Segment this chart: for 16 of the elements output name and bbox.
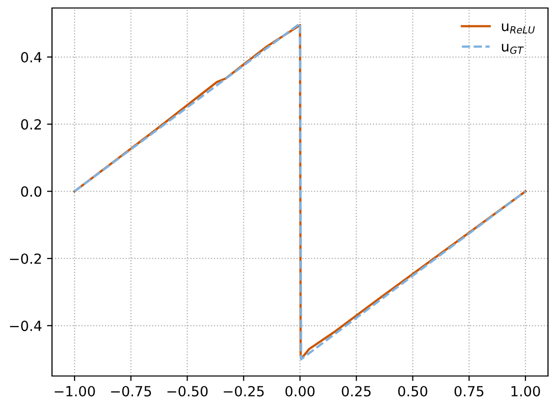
x-tick-label: −0.25	[224, 386, 264, 396]
x-tick-label: 0.25	[342, 386, 371, 396]
x-tick-label: −0.50	[167, 386, 208, 396]
x-tick-label: 0.75	[454, 386, 484, 396]
legend-label: u$_{GT}$	[502, 44, 524, 54]
x-tick-label: 0.00	[285, 386, 315, 396]
y-tick-label: −0.2	[10, 253, 41, 264]
x-tick-label: −0.75	[111, 386, 151, 396]
y-tick-label: 0.4	[21, 52, 42, 62]
y-tick-label: 0.2	[21, 119, 41, 130]
y-tick-label: −0.4	[10, 320, 42, 332]
legend-label: u$_{ReLU}$	[502, 23, 535, 34]
y-tick-label: 0.0	[21, 186, 42, 197]
x-tick-label: 0.50	[398, 386, 428, 396]
x-tick-label: 1.00	[512, 386, 540, 396]
x-tick-label: −1.00	[54, 386, 95, 396]
